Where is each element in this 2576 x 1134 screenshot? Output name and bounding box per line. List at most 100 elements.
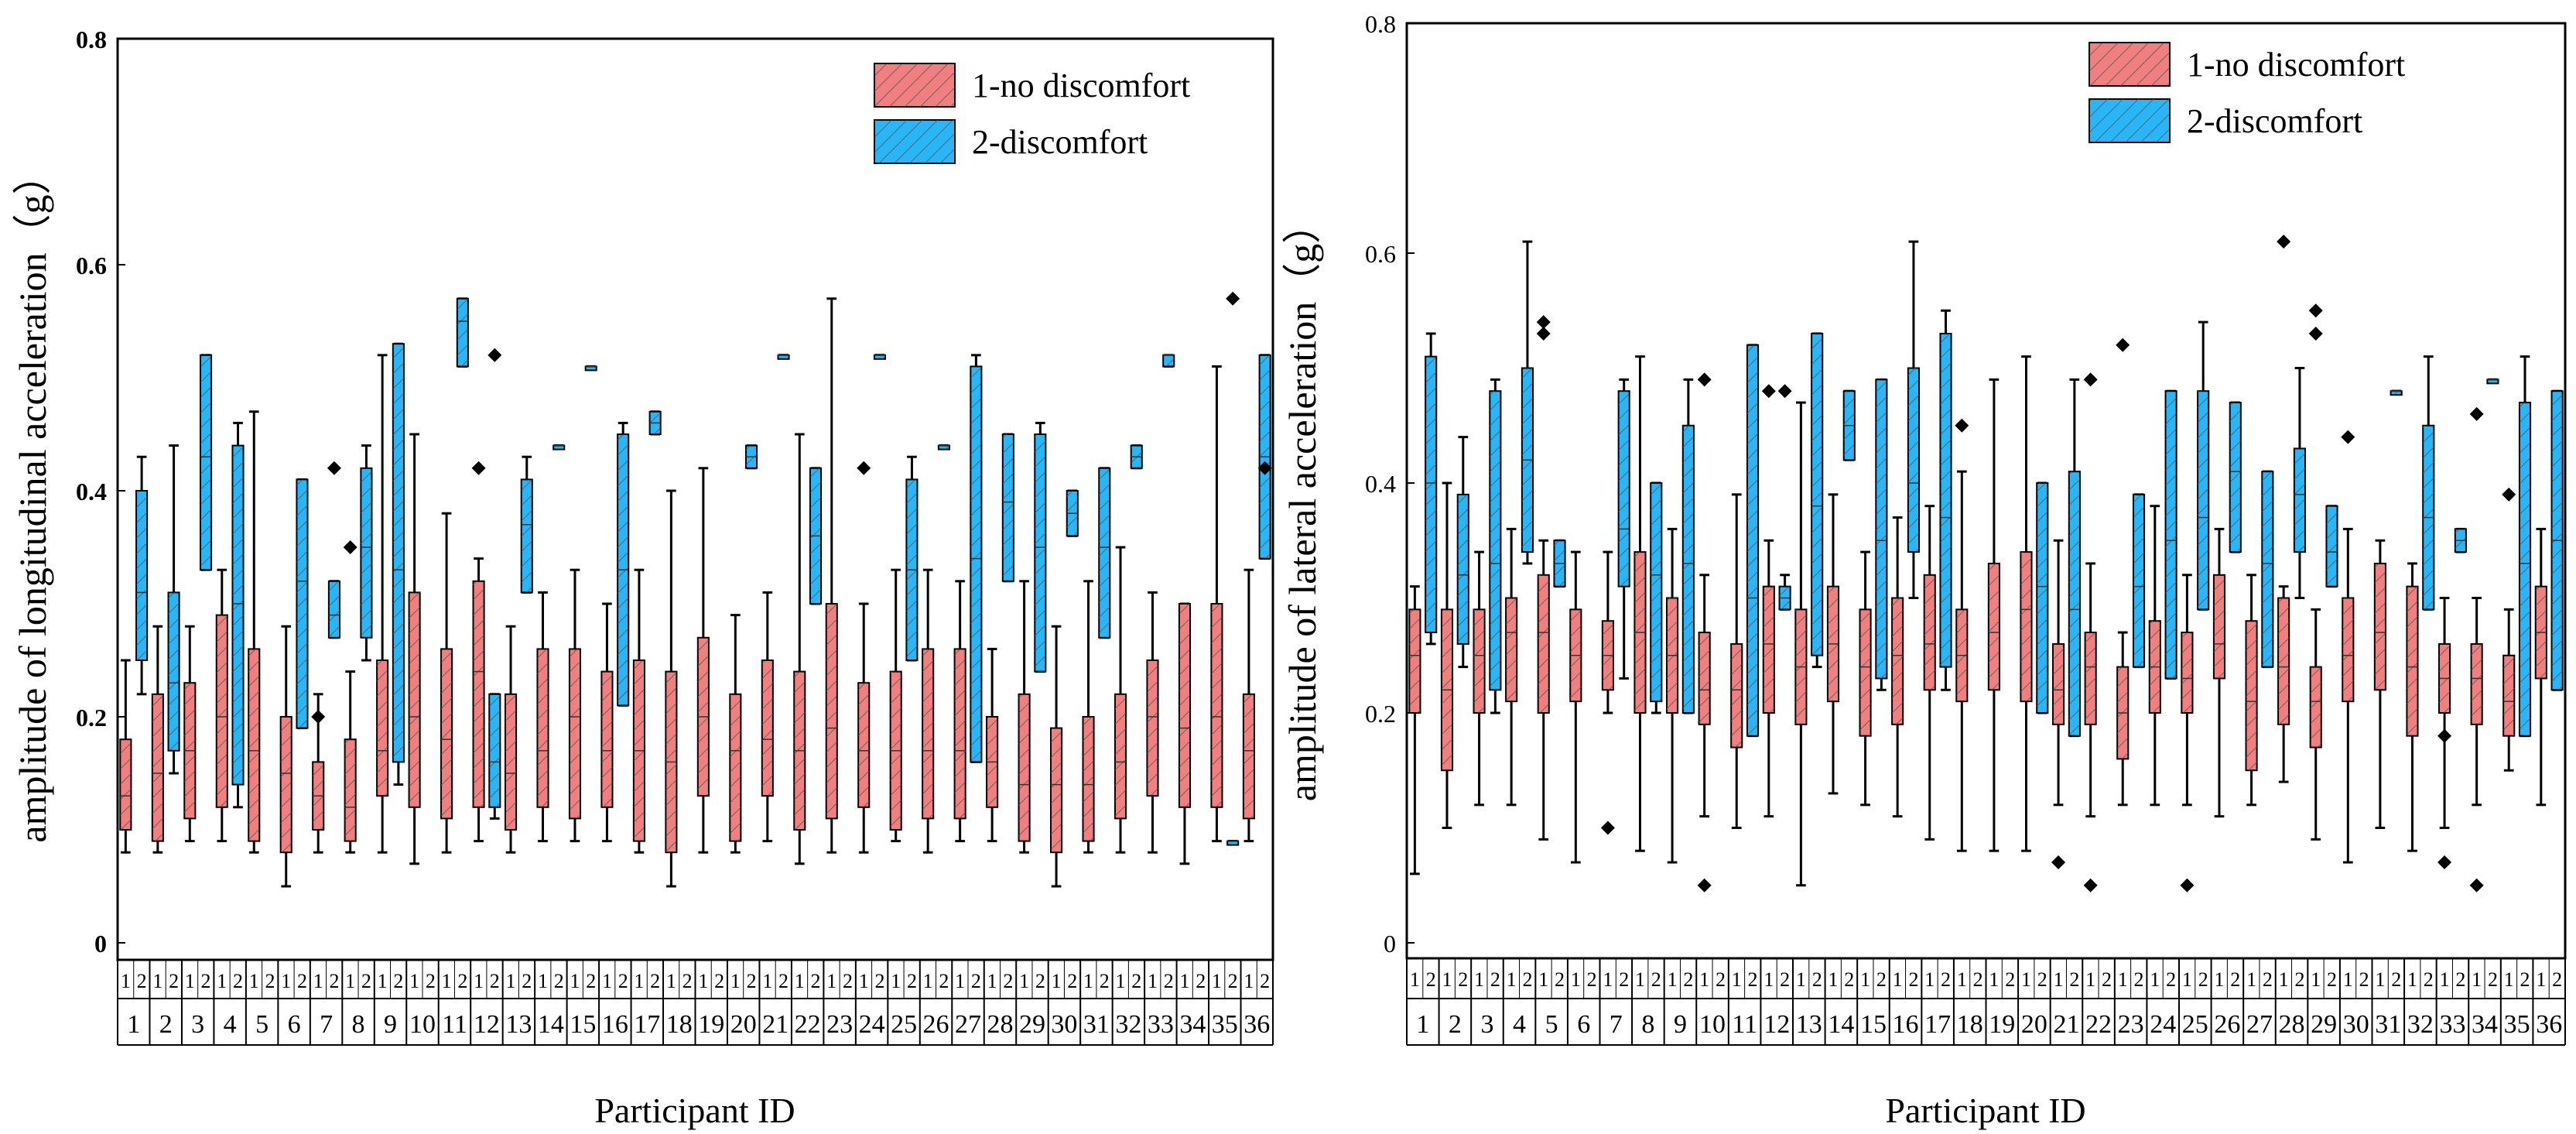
box-hatch: [1538, 574, 1549, 713]
x-tick-label: 30: [1051, 1010, 1077, 1039]
outlier-point: [2051, 855, 2066, 870]
box-hatch: [1002, 434, 1014, 581]
sub-label: 1: [987, 970, 997, 992]
box-2-participant-14: [1842, 389, 1856, 461]
x-tick-label: 26: [923, 1010, 949, 1039]
box-2-participant-21: [2068, 378, 2081, 738]
outlier-point: [2469, 406, 2484, 421]
box-2-participant-32: [1130, 444, 1143, 470]
box-hatch: [2068, 471, 2080, 736]
x-tick-label: 17: [1924, 1010, 1951, 1039]
box-1-participant-25: [889, 568, 902, 843]
box-1-participant-10: [1697, 372, 1712, 892]
box-1-participant-5: [1536, 315, 1551, 841]
box-2-participant-35: [2518, 355, 2532, 738]
sub-label: 1: [2504, 968, 2514, 991]
box-1-participant-20: [729, 614, 742, 854]
x-tick-label: 18: [666, 1010, 693, 1039]
sub-label: 1: [1052, 970, 1062, 992]
box-hatch: [2020, 552, 2032, 702]
x-tick-label: 8: [352, 1010, 365, 1039]
box-1-participant-8: [343, 540, 357, 854]
box-1-participant-27: [953, 580, 966, 843]
box-hatch: [2165, 391, 2177, 679]
y-tick-label: 0.2: [76, 704, 107, 731]
box-1-participant-12: [471, 461, 486, 843]
sub-label: 1: [2021, 968, 2031, 991]
x-tick-label: 3: [191, 1010, 204, 1039]
x-tick-label: 20: [730, 1010, 757, 1039]
box-hatch: [1811, 333, 1823, 656]
x-tick-label: 22: [2085, 1010, 2112, 1039]
box-hatch: [537, 649, 549, 807]
box-hatch: [1506, 598, 1517, 702]
box-hatch: [2390, 391, 2402, 396]
sub-label: 1: [859, 970, 869, 992]
box-hatch: [1907, 368, 1920, 553]
legend-label-no-discomfort: 1-no discomfort: [972, 67, 1190, 104]
box-1-participant-6: [1569, 550, 1582, 864]
y-tick-label: 0.6: [1365, 240, 1396, 268]
box-hatch: [826, 604, 837, 819]
box-1-participant-13: [1794, 401, 1808, 887]
box-hatch: [1179, 604, 1191, 807]
y-tick-label: 0.4: [76, 478, 107, 505]
x-axis-label: Participant ID: [1885, 1091, 2085, 1130]
sub-label: 2: [1619, 968, 1629, 991]
x-tick-label: 31: [2375, 1010, 2401, 1039]
sub-label: 1: [1732, 968, 1742, 991]
x-tick-label: 35: [2504, 1010, 2530, 1039]
sub-label: 2: [457, 970, 467, 992]
x-tick-label: 8: [1641, 1010, 1654, 1039]
box-hatch: [1924, 574, 1935, 690]
box-hatch: [1243, 694, 1254, 819]
box-1-participant-29: [1018, 580, 1031, 854]
box-1-participant-33: [1146, 591, 1159, 854]
x-tick-label: 6: [288, 1010, 301, 1039]
box-1-participant-29: [2308, 303, 2323, 841]
sub-label: 1: [1571, 968, 1581, 991]
sub-label: 1: [2536, 968, 2546, 991]
sub-label: 1: [506, 970, 516, 992]
sub-label: 1: [1924, 968, 1935, 991]
sub-label: 1: [2279, 968, 2289, 991]
box-hatch: [970, 366, 982, 762]
sub-label: 1: [249, 970, 259, 992]
box-2-participant-13: [520, 455, 533, 594]
sub-label: 2: [522, 970, 532, 992]
box-hatch: [2487, 379, 2499, 384]
sub-label: 2: [1100, 970, 1110, 992]
box-1-participant-25: [2180, 574, 2195, 892]
x-tick-label: 9: [1674, 1010, 1687, 1039]
box-2-participant-33: [2454, 527, 2467, 553]
box-2-participant-9: [392, 342, 405, 786]
x-tick-label: 27: [955, 1010, 981, 1039]
x-tick-label: 22: [795, 1010, 821, 1039]
box-hatch: [1682, 425, 1694, 713]
box-hatch: [761, 660, 773, 797]
box-2-participant-9: [1681, 378, 1695, 714]
longitudinal-chart: 00.20.40.60.8 1 211 221 231 241 251 261 271 281 2…: [11, 26, 1274, 1130]
sub-label: 2: [1458, 968, 1468, 991]
box-2-participant-26: [2229, 401, 2242, 553]
sub-label: 1: [1860, 968, 1870, 991]
box-1-participant-13: [504, 625, 518, 854]
box-1-participant-18: [665, 489, 678, 888]
box-hatch: [778, 355, 789, 359]
box-hatch: [2294, 448, 2306, 553]
sub-label: 2: [2455, 968, 2465, 991]
sub-label: 1: [1116, 970, 1126, 992]
box-hatch: [1618, 391, 1630, 587]
box-hatch: [2342, 598, 2354, 702]
box-hatch: [1051, 728, 1062, 853]
sub-label: 2: [971, 970, 981, 992]
sub-label: 2: [2134, 968, 2144, 991]
box-1-participant-33: [2437, 597, 2452, 870]
sub-label: 1: [1635, 968, 1645, 991]
outlier-point: [1955, 418, 1969, 433]
box-2-participant-29: [2325, 505, 2338, 588]
sub-label: 1: [538, 970, 548, 992]
sub-label: 2: [554, 970, 564, 992]
sub-label: 2: [1748, 968, 1758, 991]
box-1-participant-24: [2148, 505, 2161, 807]
